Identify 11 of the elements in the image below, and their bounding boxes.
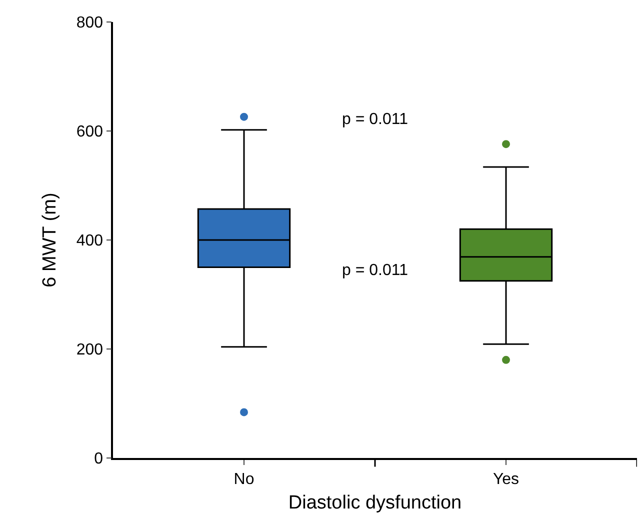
y-tick-label: 0 — [94, 450, 104, 468]
annotation: p = 0.011 — [342, 111, 408, 128]
y-axis-title: 6 MWT (m) — [40, 192, 61, 288]
y-tick-label: 800 — [76, 14, 104, 32]
x-axis-title: Diastolic dysfunction — [288, 492, 462, 514]
y-tick-label: 200 — [76, 342, 104, 359]
y-tick-label: 400 — [76, 232, 104, 250]
x-tick-label: No — [234, 470, 254, 488]
annotation: p = 0.011 — [342, 262, 408, 279]
x-tick-label: Yes — [492, 470, 520, 488]
y-tick-label: 600 — [76, 124, 104, 141]
